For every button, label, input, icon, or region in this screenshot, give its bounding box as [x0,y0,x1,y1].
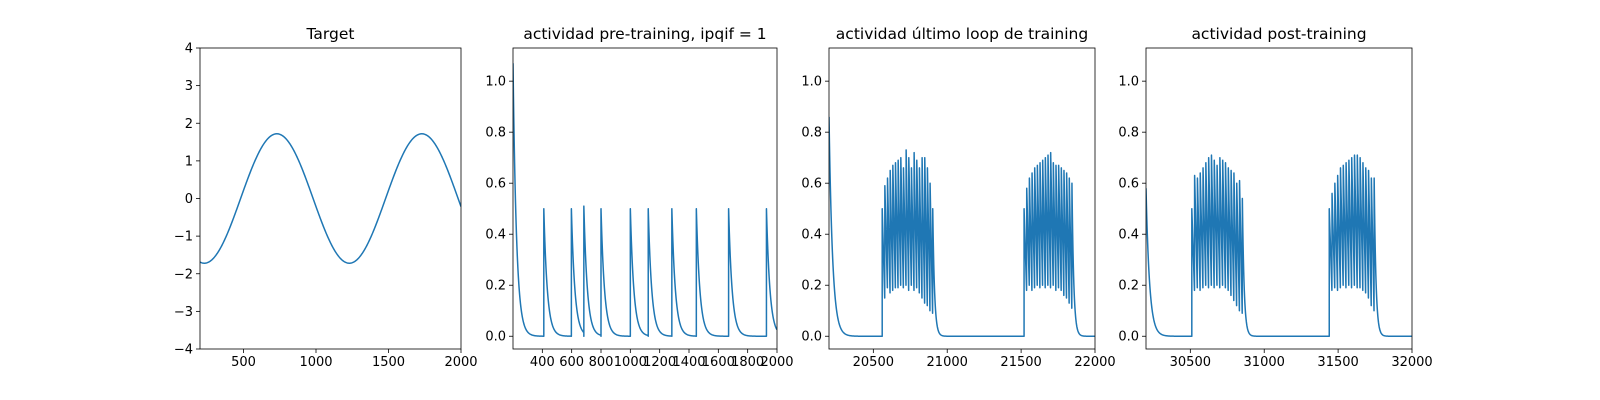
y-tick-label: 0.8 [485,126,506,141]
x-tick-label: 2000 [760,355,793,370]
y-tick-label: 0.0 [485,330,506,345]
y-tick-label: 1.0 [485,75,506,90]
subplot-title: actividad post-training [1191,25,1366,43]
x-tick-label: 21500 [1000,355,1041,370]
y-tick-label: −3 [174,305,193,320]
x-tick-label: 1800 [731,355,764,370]
y-tick-label: 2 [185,117,193,132]
y-tick-label: 3 [185,79,193,94]
x-tick-label: 22000 [1074,355,1115,370]
axes-frame [1145,47,1413,350]
y-tick-label: −2 [174,267,193,282]
series-line-1 [513,63,777,337]
x-tick-label: 1000 [614,355,647,370]
series-line-1 [829,116,1095,337]
subplot-title: actividad pre-training, ipqif = 1 [523,25,766,43]
y-tick-label: 1.0 [1118,75,1139,90]
subplot-title: Target [306,25,355,43]
y-tick-label: 1 [185,154,193,169]
subplot-title: actividad último loop de training [836,25,1088,43]
y-tick-label: 0.8 [1118,126,1139,141]
subplot-1: 500 1000 1500 2000 −4 −3 −2 −1 0 1 2 3 4 Target [174,25,478,370]
y-tick-label: 0 [185,192,193,207]
x-tick-label: 400 [530,355,555,370]
y-tick-label: 0.2 [1118,279,1139,294]
subplot-4: 30500 31000 31500 32000 0.0 0.2 0.4 0.6 0.8 1.0 ac… [1118,25,1432,370]
x-tick-label: 1600 [702,355,735,370]
x-tick-label: 32000 [1391,355,1432,370]
y-tick-label: 0.6 [801,177,822,192]
y-tick-label: 0.2 [485,279,506,294]
x-tick-label: 1400 [672,355,705,370]
axes-frame [828,47,1096,350]
y-tick-label: −4 [174,343,193,358]
x-tick-label: 1200 [643,355,676,370]
y-tick-label: 0.6 [1118,177,1139,192]
x-tick-label: 31500 [1317,355,1358,370]
y-tick-label: 4 [185,42,193,57]
x-tick-label: 500 [231,355,256,370]
axes-frame [512,47,778,350]
y-tick-label: 0.4 [485,228,506,243]
y-tick-label: 0.4 [801,228,822,243]
x-tick-label: 1000 [299,355,332,370]
y-tick-label: 0.0 [801,330,822,345]
x-tick-label: 30500 [1170,355,1211,370]
x-tick-label: 800 [589,355,614,370]
y-tick-label: 1.0 [801,75,822,90]
x-tick-label: 600 [559,355,584,370]
y-tick-label: 0.4 [1118,228,1139,243]
x-tick-label: 1500 [372,355,405,370]
x-tick-label: 31000 [1244,355,1285,370]
y-tick-label: 0.8 [801,126,822,141]
x-tick-label: 21000 [927,355,968,370]
x-tick-label: 2000 [444,355,477,370]
subplot-3: 20500 21000 21500 22000 0.0 0.2 0.4 0.6 0.8 1.0 ac… [801,25,1115,370]
y-tick-label: 0.0 [1118,330,1139,345]
series-line-1 [200,133,461,264]
series-line-1 [1146,154,1412,337]
y-tick-label: 0.6 [485,177,506,192]
x-tick-label: 20500 [853,355,894,370]
y-tick-label: 0.2 [801,279,822,294]
y-tick-label: −1 [174,230,193,245]
